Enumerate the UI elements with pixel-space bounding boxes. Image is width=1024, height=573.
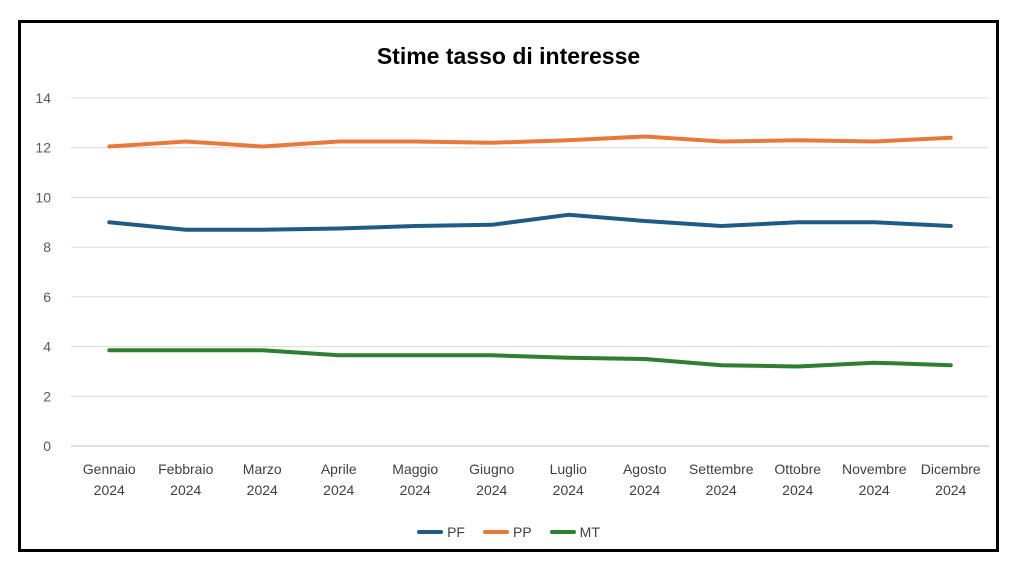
chart-title: Stime tasso di interesse bbox=[376, 43, 641, 69]
x-tick-label: Aprile 2024 bbox=[321, 461, 357, 498]
y-tick-label: 8 bbox=[43, 239, 51, 255]
x-tick-label: Dicembre 2024 bbox=[921, 461, 981, 498]
y-tick-label: 6 bbox=[43, 289, 51, 305]
x-tick-label: Marzo 2024 bbox=[243, 461, 282, 498]
x-tick-label: Maggio 2024 bbox=[392, 461, 438, 498]
legend-swatch bbox=[549, 530, 576, 534]
y-tick-label: 14 bbox=[35, 90, 51, 106]
y-tick-label: 12 bbox=[35, 140, 51, 156]
chart-plot-area: 0 2 4 6 8 10 12 14 Gennaio 2024 Febbraio 2024 Marzo 2… bbox=[35, 90, 989, 498]
y-tick-label: 2 bbox=[43, 388, 51, 404]
y-tick-label: 10 bbox=[35, 189, 51, 205]
legend-swatch bbox=[417, 530, 444, 534]
legend-label: MT bbox=[579, 524, 600, 540]
legend-label: PP bbox=[512, 524, 532, 540]
legend-swatch bbox=[482, 530, 509, 534]
x-tick-label: Giugno 2024 bbox=[469, 461, 514, 498]
legend-item-mt: MT bbox=[549, 524, 600, 540]
legend-item-pf: PF bbox=[417, 524, 465, 540]
series-line-pf bbox=[107, 212, 953, 232]
series-line-pp bbox=[107, 134, 953, 149]
x-tick-label: Febbraio 2024 bbox=[158, 461, 213, 498]
x-tick-label: Novembre 2024 bbox=[842, 461, 907, 498]
y-tick-label: 4 bbox=[43, 339, 51, 355]
chart-frame: Stime tasso di interesse 0 2 4 6 8 10 12 14 Genn… bbox=[18, 20, 999, 552]
chart-legend: PF PP MT bbox=[21, 524, 996, 540]
x-tick-label: Agosto 2024 bbox=[623, 461, 667, 498]
x-tick-label: Ottobre 2024 bbox=[774, 461, 821, 498]
x-tick-label: Settembre 2024 bbox=[689, 461, 754, 498]
x-tick-label: Luglio 2024 bbox=[550, 461, 588, 498]
y-tick-label: 0 bbox=[43, 438, 51, 454]
legend-label: PF bbox=[447, 524, 465, 540]
series-line-mt bbox=[107, 348, 953, 369]
legend-item-pp: PP bbox=[482, 524, 532, 540]
x-tick-label: Gennaio 2024 bbox=[83, 461, 136, 498]
